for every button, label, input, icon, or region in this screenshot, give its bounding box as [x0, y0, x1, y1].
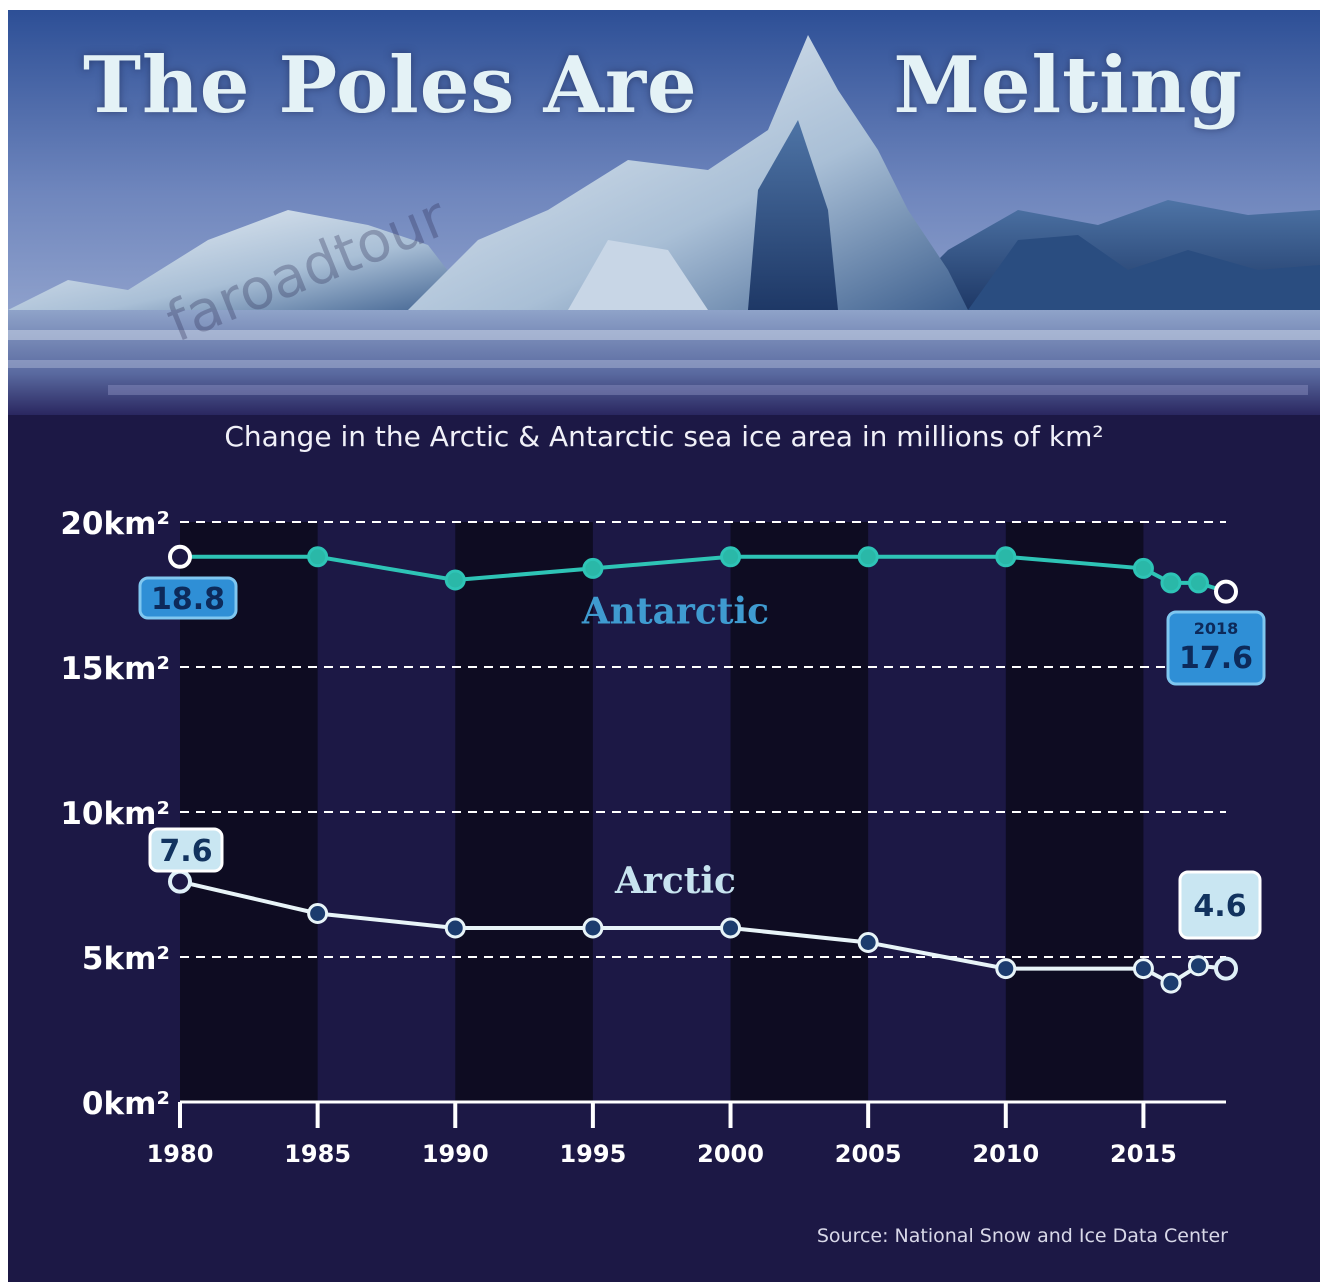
data-point — [1160, 972, 1182, 994]
main-title-left: The Poles Are — [83, 40, 698, 131]
x-tick-label: 2000 — [697, 1140, 764, 1168]
column-band — [730, 522, 869, 1102]
data-point — [444, 569, 466, 591]
source-note: Source: National Snow and Ice Data Cente… — [816, 1225, 1228, 1247]
data-point — [1132, 958, 1154, 980]
antarctic-start-label-value: 18.8 — [151, 582, 225, 617]
chart-title: Change in the Arctic & Antarctic sea ice… — [224, 420, 1104, 453]
line-chart: 0km² 5km² 10km² 15km² 20km² 1980 1985 1990 1995 2… — [60, 506, 1266, 1168]
antarctic-start-label-box — [138, 576, 238, 620]
antarctic-end-label-year: 2018 — [1194, 619, 1239, 638]
x-tick-label: 1995 — [559, 1140, 626, 1168]
main-title-right: Melting — [893, 40, 1243, 131]
x-tick-label: 2010 — [972, 1140, 1039, 1168]
data-point — [995, 958, 1017, 980]
data-point — [582, 917, 604, 939]
main-title: The Poles Are Melting — [83, 40, 1243, 131]
antarctic-end-label-value: 17.6 — [1179, 641, 1253, 676]
data-point — [720, 546, 742, 568]
column-band — [1005, 522, 1144, 1102]
iceberg-banner: faroadtour The Poles Are Melting — [8, 10, 1320, 415]
data-point — [720, 917, 742, 939]
data-point — [307, 546, 329, 568]
arctic-end-label-value: 4.6 — [1193, 889, 1246, 924]
data-point — [1132, 557, 1154, 579]
y-tick-label: 15km² — [60, 651, 170, 687]
x-tick-label: 2015 — [1110, 1140, 1177, 1168]
data-point — [582, 557, 604, 579]
arctic-start-label-box — [148, 827, 224, 873]
data-point — [168, 544, 192, 569]
data-point — [1214, 956, 1238, 981]
data-point — [857, 546, 879, 568]
y-tick-label: 0km² — [82, 1086, 170, 1122]
y-tick-label: 10km² — [60, 796, 170, 832]
data-point — [1214, 579, 1238, 604]
series-name-antarctic: Antarctic — [581, 591, 769, 633]
data-point — [168, 869, 192, 894]
arctic-end-label-box — [1178, 870, 1262, 940]
x-tick-label: 2005 — [835, 1140, 902, 1168]
x-tick-label: 1990 — [422, 1140, 489, 1168]
data-point — [995, 546, 1017, 568]
data-point — [857, 932, 879, 953]
arctic-start-label-value: 7.6 — [159, 834, 212, 869]
y-tick-label: 5km² — [82, 941, 170, 977]
data-point — [1187, 955, 1209, 977]
data-point — [1160, 572, 1182, 594]
iceberg-illustration — [8, 10, 1320, 415]
data-point — [307, 903, 329, 924]
antarctic-end-label-box — [1166, 610, 1266, 686]
x-tick-label: 1980 — [147, 1140, 214, 1168]
data-point — [444, 917, 466, 939]
infographic-frame: faroadtour The Poles Are Melting Change … — [8, 10, 1320, 1282]
data-point — [1187, 572, 1209, 594]
x-tick-label: 1985 — [284, 1140, 351, 1168]
series-name-arctic: Arctic — [614, 860, 736, 902]
y-tick-label: 20km² — [60, 506, 170, 542]
